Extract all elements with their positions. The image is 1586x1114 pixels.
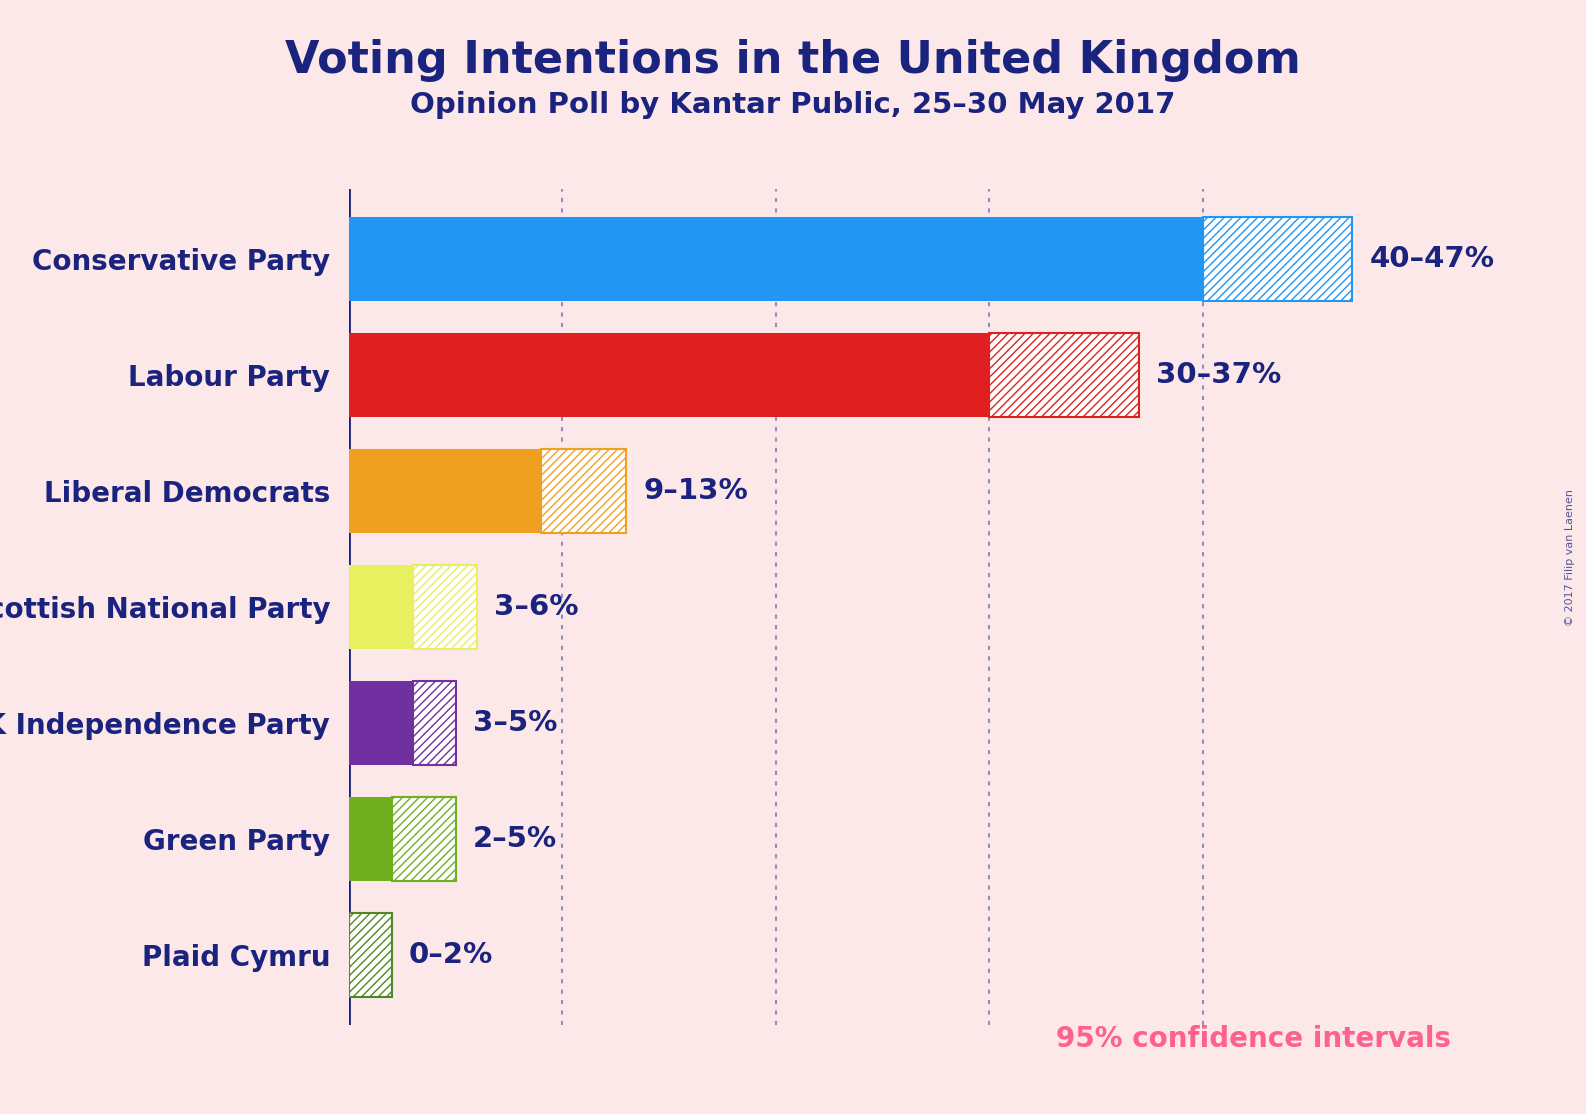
Bar [990,333,1139,417]
Bar [412,682,455,765]
Bar [990,333,1139,417]
Text: © 2017 Filip van Laenen: © 2017 Filip van Laenen [1565,489,1575,625]
Bar [392,798,455,881]
Bar [349,449,541,532]
Bar [349,798,392,881]
Bar [1202,217,1353,301]
Bar [412,566,477,648]
Bar [412,566,477,648]
Text: 3–6%: 3–6% [495,593,579,622]
Text: 40–47%: 40–47% [1369,245,1494,273]
Bar [349,333,990,417]
Bar [541,449,626,532]
Bar [412,682,455,765]
Bar [392,798,455,881]
Text: 0–2%: 0–2% [409,941,493,969]
Text: 30–37%: 30–37% [1156,361,1281,389]
Bar [349,682,412,765]
Bar [349,217,1202,301]
Text: Opinion Poll by Kantar Public, 25–30 May 2017: Opinion Poll by Kantar Public, 25–30 May… [411,91,1175,119]
Text: 9–13%: 9–13% [644,477,749,505]
Text: Voting Intentions in the United Kingdom: Voting Intentions in the United Kingdom [285,39,1301,82]
Bar [541,449,626,532]
Bar [349,913,392,997]
Text: 2–5%: 2–5% [473,825,557,853]
Bar [349,566,412,648]
Text: 3–5%: 3–5% [473,710,557,737]
Text: 95% confidence intervals: 95% confidence intervals [1056,1025,1451,1053]
Bar [1202,217,1353,301]
Bar [349,913,392,997]
